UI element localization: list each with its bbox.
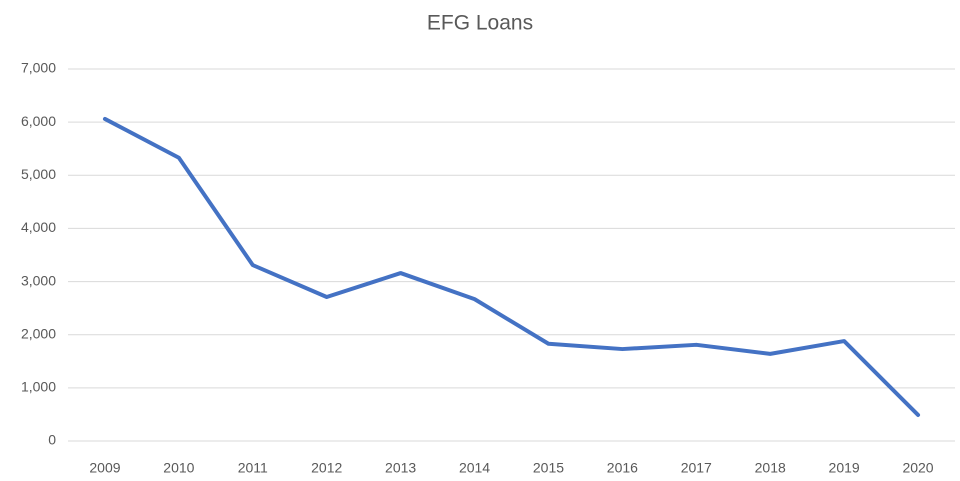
x-tick-label: 2010 [163, 460, 194, 476]
y-tick-label: 7,000 [21, 60, 56, 76]
x-tick-label: 2014 [459, 460, 490, 476]
y-tick-label: 0 [48, 432, 56, 448]
x-tick-label: 2016 [607, 460, 638, 476]
y-tick-label: 3,000 [21, 272, 56, 288]
data-line [102, 116, 921, 417]
x-tick-label: 2009 [89, 460, 120, 476]
x-tick-label: 2019 [829, 460, 860, 476]
x-tick-label: 2020 [902, 460, 933, 476]
x-tick-label: 2017 [681, 460, 712, 476]
y-tick-label: 6,000 [21, 113, 56, 129]
x-tick-label: 2015 [533, 460, 564, 476]
x-tick-label: 2018 [755, 460, 786, 476]
x-tick-label: 2012 [311, 460, 342, 476]
y-tick-label: 2,000 [21, 325, 56, 341]
y-tick-label: 4,000 [21, 219, 56, 235]
chart-title: EFG Loans [427, 12, 533, 35]
x-tick-label: 2011 [238, 460, 268, 476]
y-tick-label: 1,000 [21, 379, 56, 395]
x-tick-label: 2013 [385, 460, 416, 476]
y-tick-label: 5,000 [21, 166, 56, 182]
